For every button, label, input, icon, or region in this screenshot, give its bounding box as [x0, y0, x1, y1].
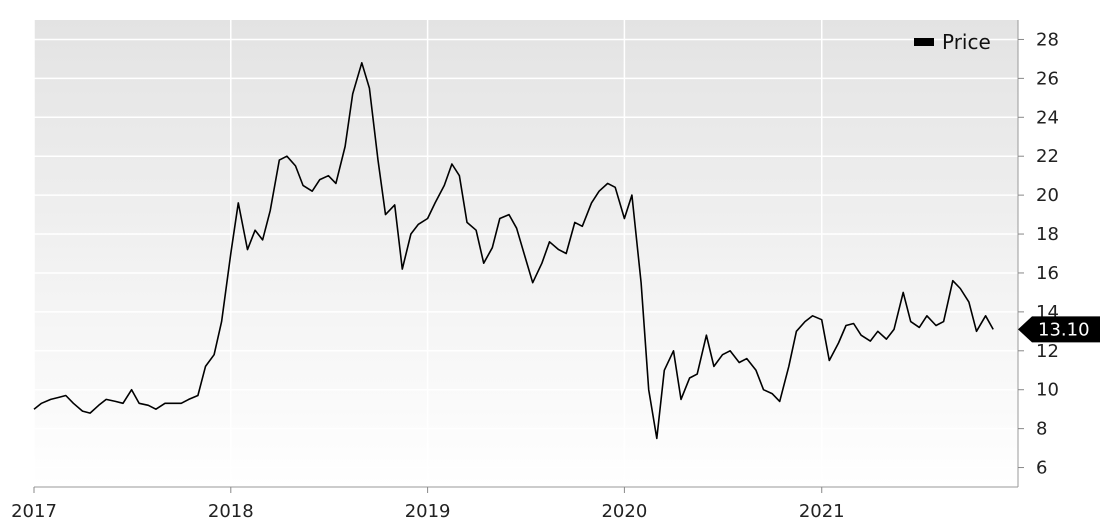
ytick-label-24: 24 [1036, 107, 1059, 128]
legend-swatch-price [914, 38, 934, 46]
legend-label-price: Price [942, 30, 991, 54]
ytick-label-20: 20 [1036, 185, 1059, 206]
axes [34, 20, 1019, 488]
xtick-label-2021: 2021 [799, 501, 845, 522]
x-axis-ticks: 2017 2018 2019 2020 2021 [11, 487, 845, 522]
xtick-label-2019: 2019 [405, 501, 451, 522]
ytick-label-6: 6 [1036, 458, 1047, 479]
series-line-0 [33, 62, 994, 440]
ytick-label-10: 10 [1036, 380, 1059, 401]
last-value-flag [1018, 316, 1100, 343]
ytick-label-28: 28 [1036, 29, 1059, 50]
xtick-label-2018: 2018 [208, 501, 254, 522]
ytick-label-18: 18 [1036, 224, 1059, 245]
last-value-label: 13.10 [1038, 319, 1090, 340]
legend: Price [914, 30, 991, 54]
series-layer [33, 62, 994, 440]
ytick-label-8: 8 [1036, 419, 1047, 440]
ytick-label-16: 16 [1036, 263, 1059, 284]
ytick-label-22: 22 [1036, 146, 1059, 167]
plot-background [34, 20, 1018, 487]
last-value-marker: 13.10 [1018, 316, 1100, 343]
ytick-label-12: 12 [1036, 341, 1059, 362]
xtick-label-2020: 2020 [601, 501, 647, 522]
ytick-label-26: 26 [1036, 68, 1059, 89]
xtick-label-2017: 2017 [11, 501, 57, 522]
